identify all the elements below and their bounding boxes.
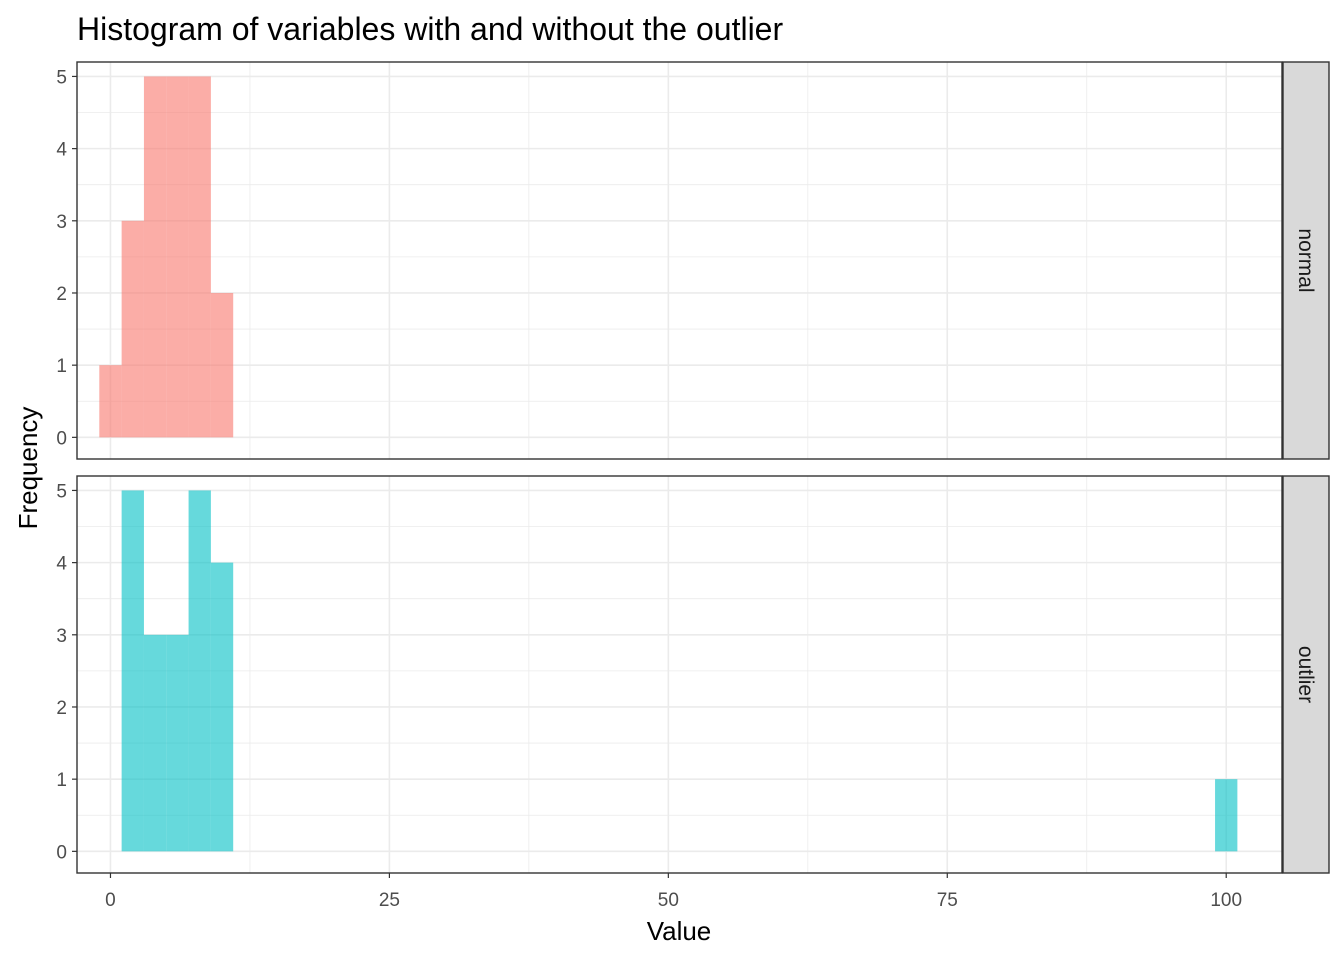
x-tick-label: 75 <box>937 890 958 911</box>
facet-strip <box>1282 61 1330 460</box>
histogram-bar-normal <box>210 292 234 438</box>
y-tick-label: 2 <box>56 698 67 719</box>
y-tick-label: 5 <box>56 67 67 88</box>
facet-strip-label: outlier <box>1294 646 1317 703</box>
histogram-bar-outlier <box>143 634 167 852</box>
histogram-bar-outlier <box>1215 779 1238 852</box>
chart-title: Histogram of variables with and without … <box>77 11 783 47</box>
facet-panels: 0 1 2 3 4 5 normal 0 1 2 3 4 5 outlier <box>56 61 1330 874</box>
y-tick-label: 0 <box>56 842 67 863</box>
histogram-bar-normal <box>121 220 144 438</box>
y-tick-label: 2 <box>56 284 67 305</box>
y-tick-label: 0 <box>56 428 67 449</box>
y-tick-label: 1 <box>56 770 67 791</box>
histogram-bar-normal <box>143 76 167 438</box>
histogram-bar-outlier <box>188 490 211 852</box>
panel-border <box>76 475 1283 874</box>
histogram-bar-normal <box>99 365 122 438</box>
x-tick-label: 100 <box>1210 890 1242 911</box>
y-tick-label: 3 <box>56 212 67 233</box>
y-tick-label: 3 <box>56 626 67 647</box>
histogram-bar-normal <box>188 76 211 438</box>
x-axis: 0 25 50 75 100 <box>105 873 1242 911</box>
y-tick-label: 4 <box>56 554 67 575</box>
histogram-bar-outlier <box>210 562 234 852</box>
y-tick-label: 1 <box>56 356 67 377</box>
histogram-bar-outlier <box>121 490 144 852</box>
facet-panel-normal: 0 1 2 3 4 5 normal <box>56 61 1330 460</box>
facet-strip-label: normal <box>1294 228 1317 292</box>
x-tick-label: 25 <box>379 890 400 911</box>
histogram-bar-normal <box>166 76 189 438</box>
y-axis-label: Frequency <box>13 407 43 530</box>
x-tick-label: 0 <box>105 890 116 911</box>
y-tick-label: 5 <box>56 481 67 502</box>
facet-strip <box>1282 475 1330 874</box>
histogram-bar-outlier <box>166 634 189 852</box>
x-axis-label: Value <box>647 916 712 946</box>
facet-panel-outlier: 0 1 2 3 4 5 outlier <box>56 475 1330 874</box>
y-tick-label: 4 <box>56 140 67 161</box>
panel-border <box>76 61 1283 460</box>
x-tick-label: 50 <box>658 890 679 911</box>
